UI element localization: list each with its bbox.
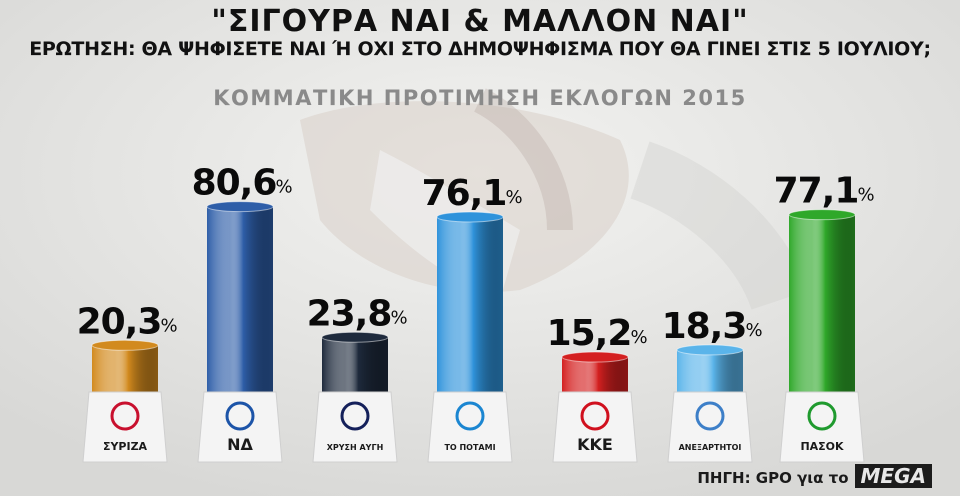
bar-top-0: [91, 339, 159, 351]
party-logo-mark-2: [340, 401, 370, 431]
bar-top-5: [676, 344, 744, 356]
percent-sign-5: %: [745, 320, 762, 341]
party-logo-mark-1: [225, 401, 255, 431]
party-logo-text-4: ΚΚΕ: [577, 435, 613, 454]
logo-pedestal-6: [779, 391, 865, 463]
logo-pedestal-3: [427, 391, 513, 463]
bar-shading-6: [789, 214, 855, 392]
value-label-1: 80,6: [192, 163, 277, 204]
value-label-6: 77,1: [774, 171, 859, 212]
bar-group-χρυση-αυγη: 23,8 % ΧΡΥΣΗ ΑΥΓΗ: [307, 293, 408, 463]
logo-pedestal-2: [312, 391, 398, 463]
party-logo-text-2: ΧΡΥΣΗ ΑΥΓΗ: [327, 443, 384, 452]
party-logo-text-0: ΣΥΡΙΖΑ: [103, 440, 148, 453]
logo-pedestal-1: [197, 391, 283, 463]
survey-question: ΕΡΩΤΗΣΗ: ΘΑ ΨΗΦΙΣΕΤΕ ΝΑΙ Ή ΟΧΙ ΣΤΟ ΔΗΜΟΨ…: [29, 38, 931, 60]
bar-group-κκε: 15,2 % ΚΚΕ: [547, 313, 648, 463]
percent-sign-6: %: [857, 185, 874, 206]
percent-sign-2: %: [390, 307, 407, 328]
bar-shading-3: [437, 216, 503, 392]
source-text: ΠΗΓΗ: GPO για το: [697, 469, 849, 487]
bar-top-2: [321, 331, 389, 343]
value-label-4: 15,2: [547, 313, 632, 354]
party-logo-text-3: ΤΟ ΠΟΤΑΜΙ: [444, 443, 495, 452]
bar-group-το-ποταμι: 76,1 % ΤΟ ΠΟΤΑΜΙ: [422, 173, 523, 463]
mega-logo: MEGA: [854, 464, 932, 488]
logo-pedestal-0: [82, 391, 168, 463]
bar-shading-2: [322, 337, 388, 392]
percent-sign-4: %: [630, 327, 647, 348]
value-label-2: 23,8: [307, 293, 392, 334]
percent-sign-3: %: [505, 187, 522, 208]
bar-group-νδ: 80,6 % ΝΔ: [192, 163, 293, 463]
party-logo-mark-5: [695, 401, 725, 431]
logo-pedestal-4: [552, 391, 638, 463]
party-logo-text-5: ΑΝΕΞΑΡΤΗΤΟΙ: [679, 443, 742, 452]
value-label-0: 20,3: [77, 301, 162, 342]
percent-sign-0: %: [160, 315, 177, 336]
party-logo-mark-0: [110, 401, 140, 431]
chart-subtitle: ΚΟΜΜΑΤΙΚΗ ΠΡΟΤΙΜΗΣΗ ΕΚΛΟΓΩΝ 2015: [213, 86, 747, 110]
value-label-3: 76,1: [422, 173, 507, 214]
party-logo-mark-4: [580, 401, 610, 431]
percent-sign-1: %: [275, 177, 292, 198]
source-credit: ΠΗΓΗ: GPO για το MEGA: [697, 464, 932, 488]
logo-pedestal-5: [667, 391, 753, 463]
party-logo-text-1: ΝΔ: [227, 435, 253, 454]
party-logo-text-6: ΠΑΣΟΚ: [800, 440, 844, 453]
bar-top-1: [206, 201, 274, 213]
bar-group-ανεξαρτητοι: 18,3 % ΑΝΕΞΑΡΤΗΤΟΙ: [662, 306, 763, 463]
bar-top-4: [561, 351, 629, 363]
value-label-5: 18,3: [662, 306, 747, 347]
bar-shading-4: [562, 357, 628, 392]
bar-top-3: [436, 211, 504, 223]
party-logo-mark-3: [455, 401, 485, 431]
bar-shading-0: [92, 345, 158, 392]
chart-title: "ΣΙΓΟΥΡΑ ΝΑΙ & ΜΑΛΛΟΝ ΝΑΙ": [211, 4, 749, 39]
bar-group-πασοκ: 77,1 % ΠΑΣΟΚ: [774, 171, 875, 463]
bar-top-6: [788, 209, 856, 221]
bar-shading-1: [207, 206, 273, 392]
party-logo-mark-6: [807, 401, 837, 431]
bar-group-συριζα: 20,3 % ΣΥΡΙΖΑ: [77, 301, 178, 463]
bar-shading-5: [677, 349, 743, 392]
